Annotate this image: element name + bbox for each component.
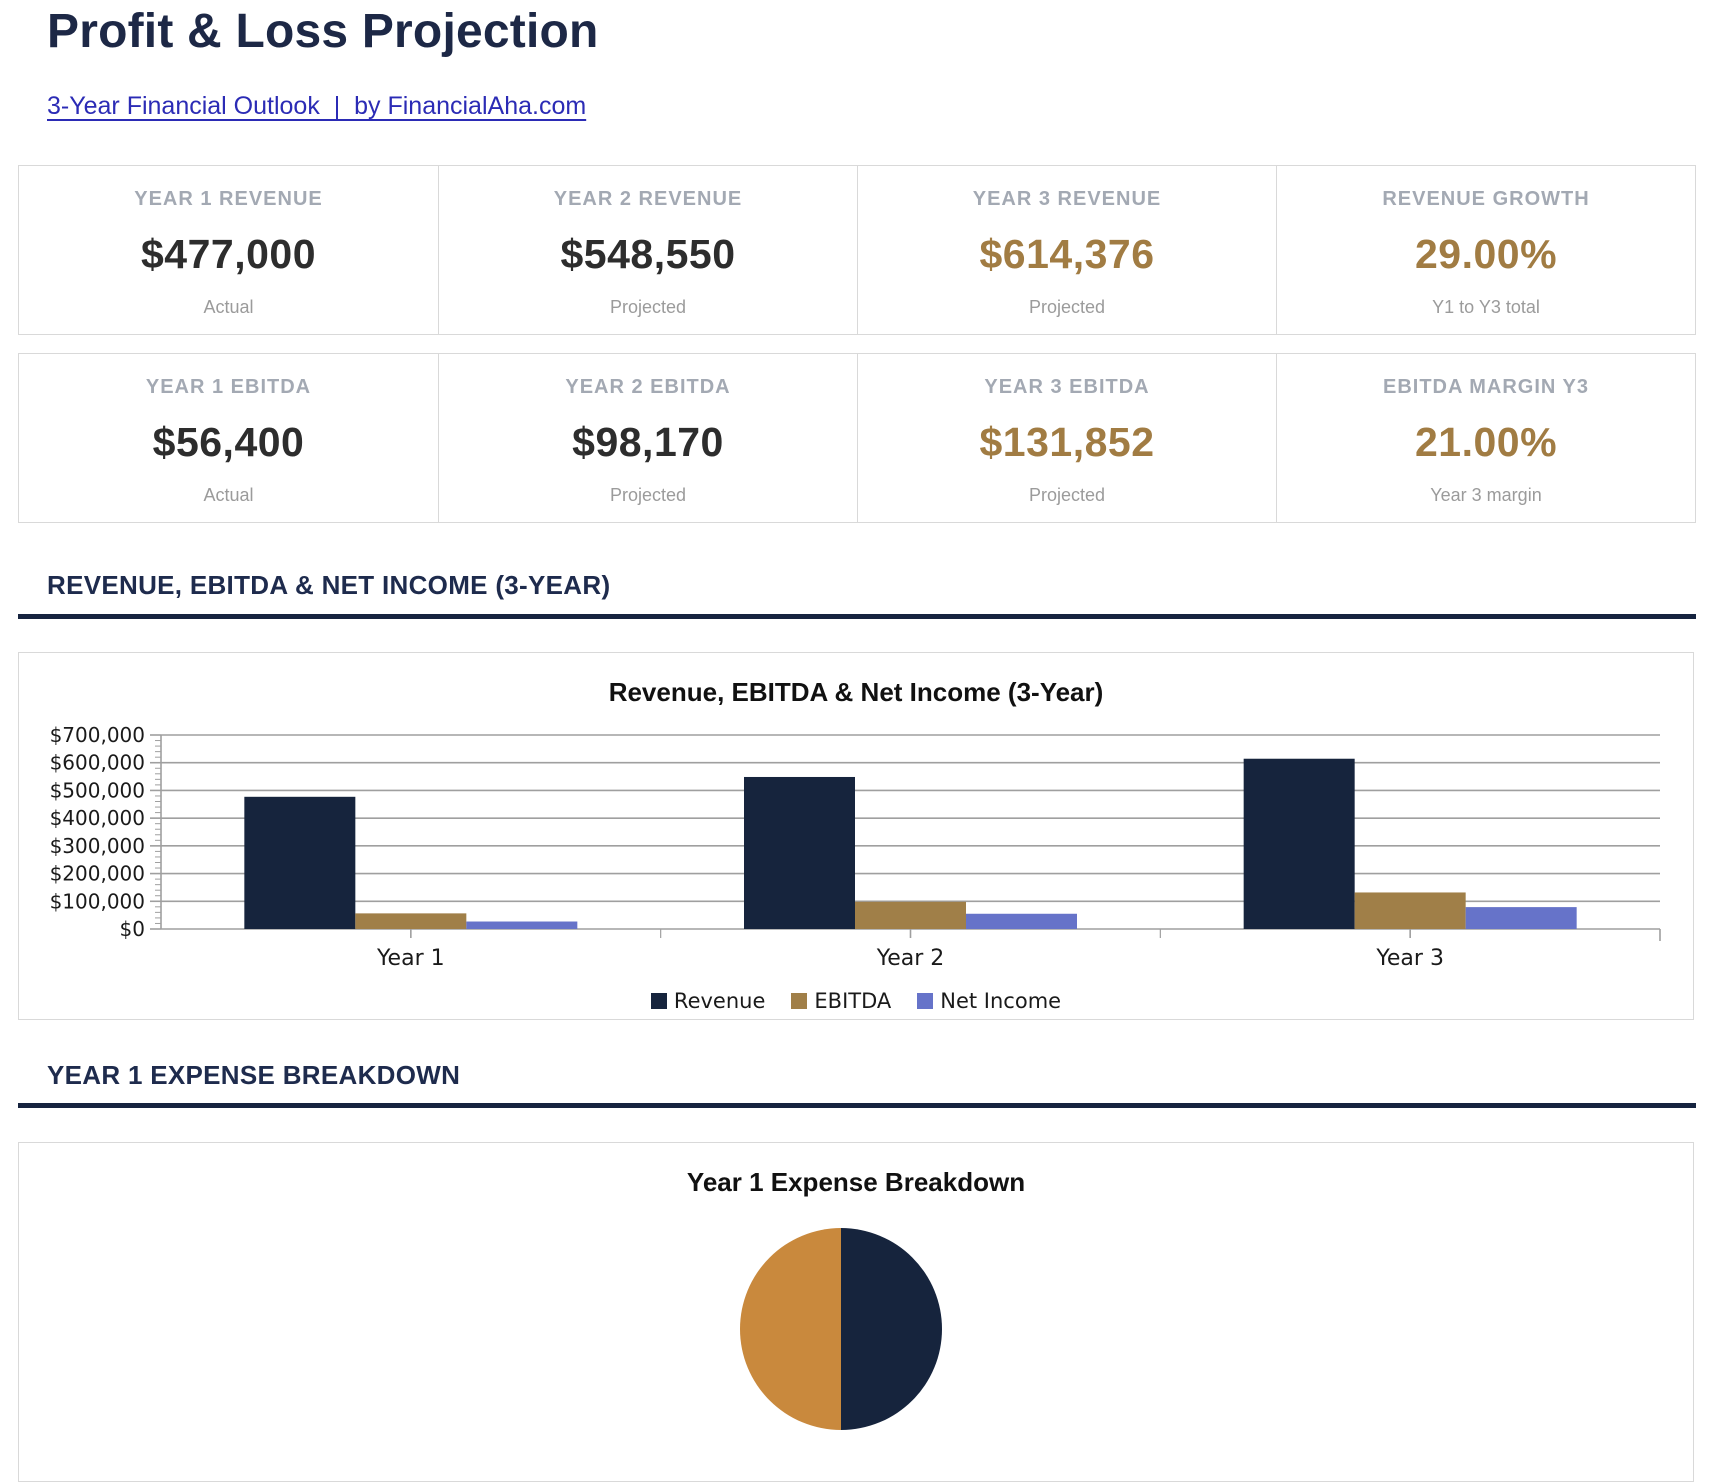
svg-text:$100,000: $100,000 bbox=[50, 889, 145, 913]
kpi-note: Projected bbox=[1028, 297, 1106, 317]
legend-swatch-revenue bbox=[650, 993, 667, 1009]
kpi-note: Year 3 margin bbox=[1430, 485, 1542, 505]
kpi-card-year-1-revenue: YEAR 1 REVENUE $477,000 Actual bbox=[19, 166, 438, 334]
kpi-value: 21.00% bbox=[1414, 418, 1558, 465]
legend-item-net-income: Net Income bbox=[917, 989, 1061, 1013]
bar-revenue-year-2 bbox=[744, 776, 855, 929]
pie-segment-right bbox=[841, 1228, 942, 1430]
kpi-label: YEAR 2 REVENUE bbox=[553, 188, 743, 210]
legend-label: EBITDA bbox=[814, 989, 892, 1013]
legend-swatch-net-income bbox=[917, 993, 934, 1009]
kpi-card-ebitda-margin-y3: EBITDA MARGIN Y3 21.00% Year 3 margin bbox=[1276, 354, 1695, 522]
kpi-label: EBITDA MARGIN Y3 bbox=[1382, 376, 1590, 398]
bar-revenue-year-3 bbox=[1243, 758, 1355, 929]
svg-text:$200,000: $200,000 bbox=[50, 862, 145, 886]
bar-ebitda-year-2 bbox=[855, 901, 966, 929]
section-rule bbox=[18, 614, 1696, 619]
kpi-value: $131,852 bbox=[979, 418, 1155, 465]
svg-text:Year 2: Year 2 bbox=[876, 946, 945, 971]
kpi-note: Actual bbox=[203, 297, 254, 317]
svg-text:Year 3: Year 3 bbox=[1375, 946, 1444, 971]
kpi-label: YEAR 2 EBITDA bbox=[565, 376, 731, 398]
kpi-card-year-3-ebitda: YEAR 3 EBITDA $131,852 Projected bbox=[857, 354, 1276, 522]
kpi-card-year-2-revenue: YEAR 2 REVENUE $548,550 Projected bbox=[438, 166, 857, 334]
kpi-note: Projected bbox=[1028, 485, 1106, 505]
kpi-label: YEAR 1 REVENUE bbox=[134, 188, 323, 210]
kpi-label: YEAR 3 REVENUE bbox=[972, 188, 1162, 210]
legend-label: Revenue bbox=[673, 989, 766, 1013]
page-title: Profit & Loss Projection bbox=[47, 5, 599, 58]
legend-item-ebitda: EBITDA bbox=[791, 989, 891, 1013]
legend-swatch-ebitda bbox=[791, 993, 808, 1009]
kpi-card-year-1-ebitda: YEAR 1 EBITDA $56,400 Actual bbox=[19, 354, 438, 522]
dashboard-page: { "page": { "title": "Profit & Loss Proj… bbox=[18, 5, 1696, 1482]
pie-chart bbox=[740, 1228, 942, 1430]
kpi-row-revenue: YEAR 1 REVENUE $477,000 Actual YEAR 2 REVEN… bbox=[18, 165, 1696, 335]
section-rule bbox=[18, 1103, 1696, 1108]
kpi-value: $548,550 bbox=[560, 230, 736, 277]
section-heading-bar-chart: REVENUE, EBITDA & NET INCOME (3-YEAR) bbox=[47, 570, 611, 600]
legend-label: Net Income bbox=[940, 989, 1062, 1013]
kpi-note: Projected bbox=[609, 297, 687, 317]
svg-text:$500,000: $500,000 bbox=[50, 778, 145, 802]
kpi-note: Actual bbox=[203, 485, 254, 505]
subtitle-link[interactable]: 3-Year Financial Outlook | by FinancialA… bbox=[47, 92, 587, 120]
pie-chart-card: Year 1 Expense Breakdown bbox=[18, 1142, 1694, 1482]
bar-ebitda-year-1 bbox=[355, 913, 467, 929]
bar-chart-title: Revenue, EBITDA & Net Income (3-Year) bbox=[608, 677, 1104, 707]
section-heading-pie-chart: YEAR 1 EXPENSE BREAKDOWN bbox=[47, 1060, 461, 1090]
kpi-card-year-2-ebitda: YEAR 2 EBITDA $98,170 Projected bbox=[438, 354, 857, 522]
bar-revenue-year-1 bbox=[244, 796, 356, 929]
legend-item-revenue: Revenue bbox=[650, 989, 766, 1013]
bar-net-income-year-1 bbox=[466, 921, 578, 929]
kpi-value: $614,376 bbox=[979, 230, 1155, 277]
kpi-label: YEAR 3 EBITDA bbox=[984, 376, 1150, 398]
bar-chart-card: Revenue, EBITDA & Net Income (3-Year) $0… bbox=[18, 652, 1694, 1020]
bar-chart: $0 $100,000 $200,000 $300,000 $400,000 $500,0… bbox=[50, 723, 1661, 971]
kpi-value: $56,400 bbox=[152, 418, 305, 465]
pie-segment-left bbox=[740, 1228, 841, 1430]
kpi-card-year-3-revenue: YEAR 3 REVENUE $614,376 Projected bbox=[857, 166, 1276, 334]
kpi-label: REVENUE GROWTH bbox=[1382, 188, 1590, 210]
svg-text:$400,000: $400,000 bbox=[50, 806, 145, 830]
kpi-note: Projected bbox=[609, 485, 687, 505]
kpi-note: Y1 to Y3 total bbox=[1432, 297, 1540, 317]
kpi-value: $477,000 bbox=[140, 230, 316, 277]
svg-text:$0: $0 bbox=[120, 917, 145, 941]
chart-legend: Revenue EBITDA Net Income bbox=[19, 989, 1693, 1013]
bar-net-income-year-2 bbox=[966, 913, 1077, 929]
kpi-row-ebitda: YEAR 1 EBITDA $56,400 Actual YEAR 2 EBITDA $… bbox=[18, 353, 1696, 523]
pie-chart-title: Year 1 Expense Breakdown bbox=[686, 1167, 1026, 1197]
svg-text:$700,000: $700,000 bbox=[50, 723, 145, 747]
kpi-value: 29.00% bbox=[1414, 230, 1558, 277]
svg-text:$300,000: $300,000 bbox=[50, 834, 145, 858]
bar-net-income-year-3 bbox=[1465, 907, 1577, 929]
svg-text:Year 1: Year 1 bbox=[376, 946, 445, 971]
kpi-card-revenue-growth: REVENUE GROWTH 29.00% Y1 to Y3 total bbox=[1276, 166, 1695, 334]
bar-ebitda-year-3 bbox=[1354, 892, 1466, 929]
kpi-value: $98,170 bbox=[572, 418, 724, 465]
kpi-label: YEAR 1 EBITDA bbox=[145, 376, 312, 398]
svg-text:$600,000: $600,000 bbox=[50, 751, 145, 775]
